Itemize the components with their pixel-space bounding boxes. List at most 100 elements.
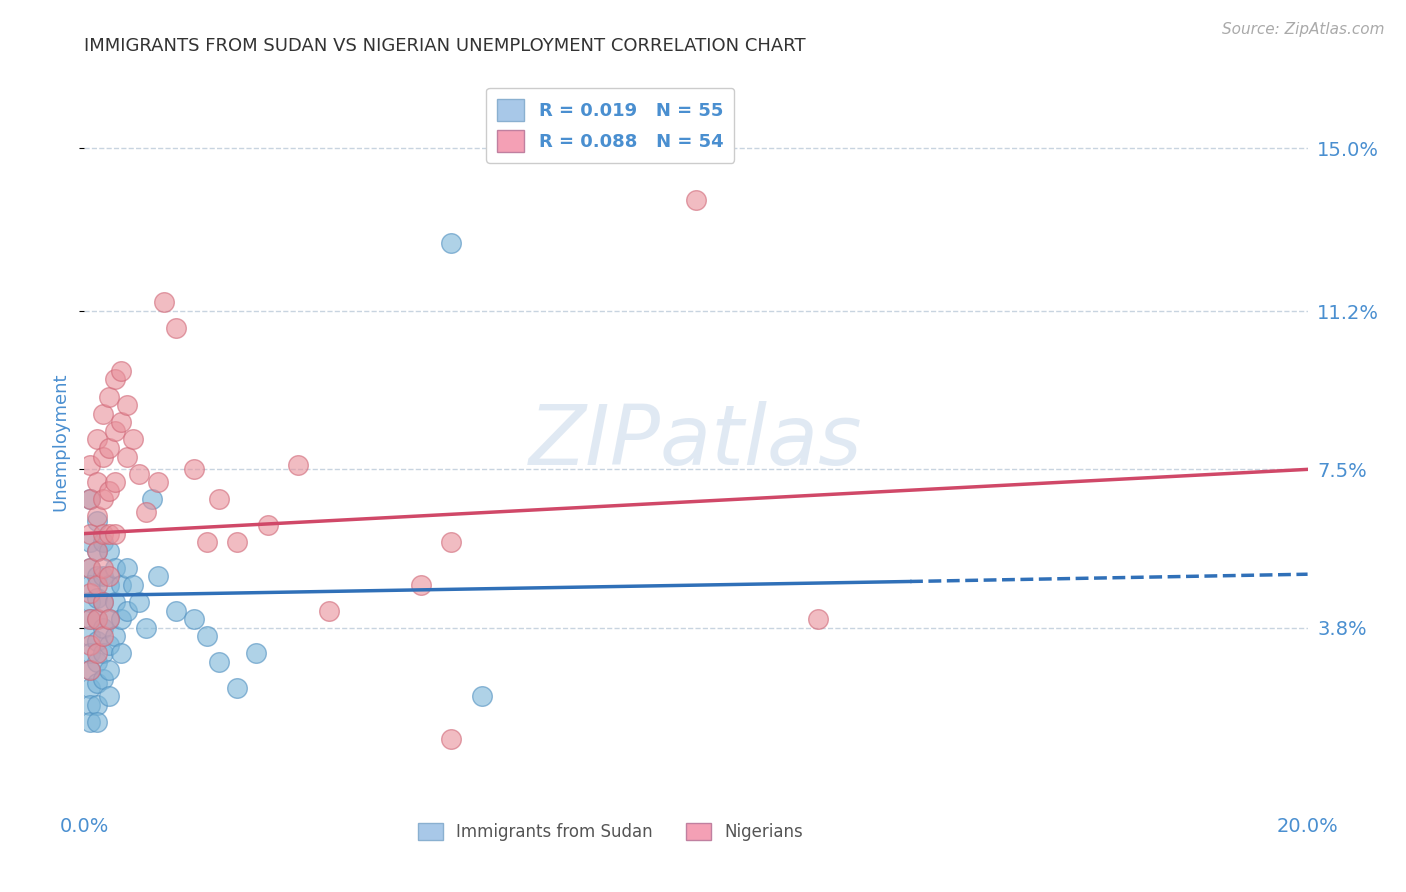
Point xyxy=(245,646,267,660)
Point xyxy=(128,467,150,481)
Point xyxy=(79,612,101,626)
Point xyxy=(79,458,101,472)
Point xyxy=(409,578,432,592)
Point xyxy=(104,629,127,643)
Point xyxy=(79,535,101,549)
Point xyxy=(287,458,309,472)
Point xyxy=(208,655,231,669)
Point xyxy=(97,612,120,626)
Y-axis label: Unemployment: Unemployment xyxy=(51,372,69,511)
Point xyxy=(141,492,163,507)
Point xyxy=(146,475,169,490)
Point xyxy=(115,604,138,618)
Point xyxy=(97,612,120,626)
Point xyxy=(79,714,101,729)
Point xyxy=(97,441,120,455)
Point xyxy=(153,295,176,310)
Point xyxy=(79,638,101,652)
Point xyxy=(86,578,108,592)
Point xyxy=(183,612,205,626)
Point xyxy=(79,698,101,712)
Point xyxy=(195,629,218,643)
Point xyxy=(97,483,120,498)
Point xyxy=(807,612,830,626)
Point xyxy=(115,398,138,412)
Point xyxy=(86,475,108,490)
Point xyxy=(79,629,101,643)
Point xyxy=(685,193,707,207)
Point xyxy=(104,475,127,490)
Point xyxy=(86,514,108,528)
Point xyxy=(86,655,108,669)
Point xyxy=(97,578,120,592)
Point xyxy=(79,664,101,678)
Point xyxy=(128,595,150,609)
Point xyxy=(440,731,463,746)
Point xyxy=(110,646,132,660)
Point xyxy=(86,714,108,729)
Point xyxy=(86,612,108,626)
Point xyxy=(226,535,249,549)
Point xyxy=(226,681,249,695)
Point xyxy=(110,578,132,592)
Point xyxy=(79,664,101,678)
Point xyxy=(104,595,127,609)
Point xyxy=(104,526,127,541)
Point xyxy=(146,569,169,583)
Point xyxy=(104,372,127,386)
Point xyxy=(257,518,280,533)
Point xyxy=(91,535,114,549)
Text: IMMIGRANTS FROM SUDAN VS NIGERIAN UNEMPLOYMENT CORRELATION CHART: IMMIGRANTS FROM SUDAN VS NIGERIAN UNEMPL… xyxy=(84,37,806,54)
Point xyxy=(86,612,108,626)
Point xyxy=(91,561,114,575)
Point xyxy=(440,235,463,250)
Point xyxy=(79,586,101,600)
Point xyxy=(104,561,127,575)
Point xyxy=(91,595,114,609)
Point xyxy=(97,526,120,541)
Point xyxy=(79,492,101,507)
Point xyxy=(195,535,218,549)
Point xyxy=(79,646,101,660)
Point xyxy=(97,390,120,404)
Point xyxy=(86,698,108,712)
Point xyxy=(79,595,101,609)
Point xyxy=(183,462,205,476)
Point xyxy=(122,578,145,592)
Point xyxy=(79,612,101,626)
Point xyxy=(91,595,114,609)
Legend: Immigrants from Sudan, Nigerians: Immigrants from Sudan, Nigerians xyxy=(411,816,810,847)
Point xyxy=(318,604,340,618)
Point xyxy=(79,492,101,507)
Text: ZIPatlas: ZIPatlas xyxy=(529,401,863,482)
Point xyxy=(86,543,108,558)
Point xyxy=(86,646,108,660)
Point xyxy=(110,364,132,378)
Point xyxy=(471,689,494,703)
Point xyxy=(115,561,138,575)
Point xyxy=(86,433,108,447)
Point xyxy=(110,415,132,429)
Point xyxy=(440,535,463,549)
Point xyxy=(86,543,108,558)
Point xyxy=(115,450,138,464)
Point xyxy=(135,505,157,519)
Point xyxy=(86,509,108,524)
Point xyxy=(97,638,120,652)
Point xyxy=(79,578,101,592)
Point xyxy=(79,526,101,541)
Point xyxy=(86,591,108,605)
Point xyxy=(86,569,108,583)
Point xyxy=(79,681,101,695)
Point xyxy=(97,543,120,558)
Point xyxy=(79,561,101,575)
Point xyxy=(91,492,114,507)
Point xyxy=(91,407,114,421)
Point xyxy=(110,612,132,626)
Point xyxy=(91,526,114,541)
Point xyxy=(135,621,157,635)
Point xyxy=(122,433,145,447)
Point xyxy=(165,604,187,618)
Point xyxy=(97,569,120,583)
Point xyxy=(91,672,114,686)
